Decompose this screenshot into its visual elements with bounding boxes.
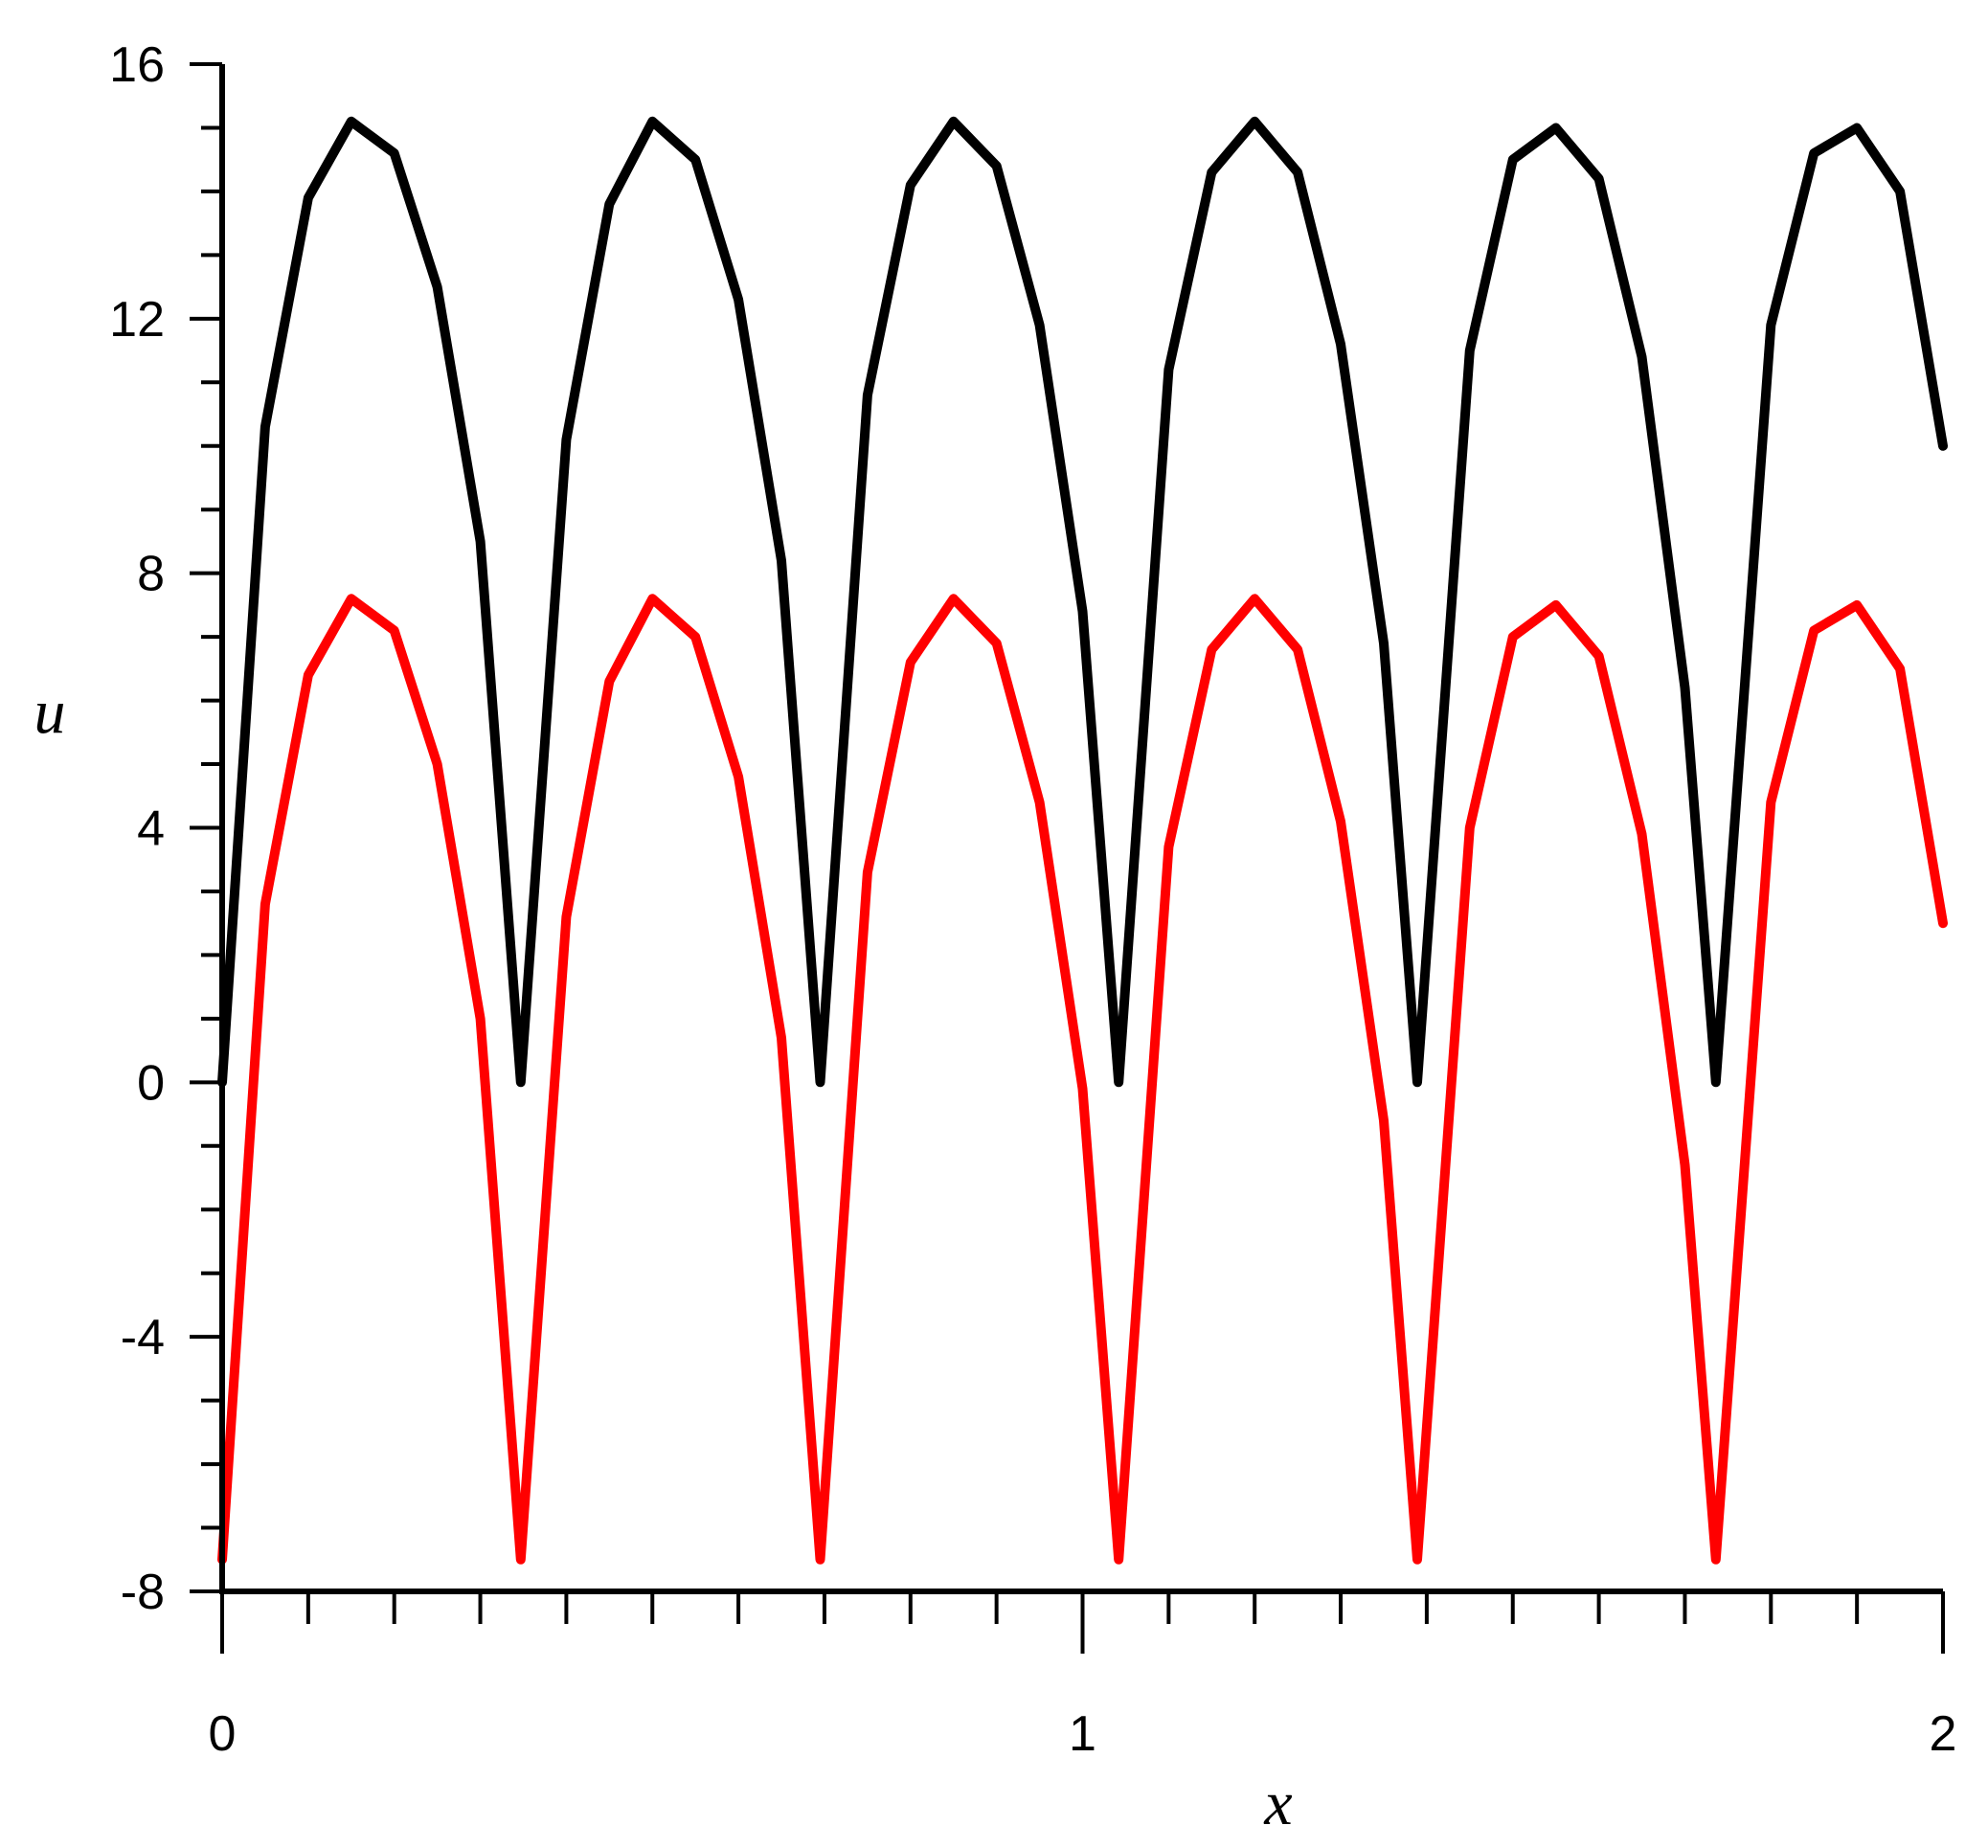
y-tick-label: 4 (137, 801, 165, 857)
y-tick-label: 16 (109, 37, 165, 93)
x-axis-title: x (1263, 1769, 1292, 1838)
x-tick-label: 1 (1069, 1706, 1096, 1762)
y-tick-label: -4 (121, 1310, 165, 1365)
x-tick-label: 0 (209, 1706, 237, 1762)
y-tick-label: 12 (109, 292, 165, 348)
series-line-1 (217, 116, 1948, 1088)
y-tick-label: 8 (137, 547, 165, 602)
series-layer (217, 116, 1948, 1565)
axes-layer (190, 62, 1945, 1654)
y-tick-label: -8 (121, 1565, 165, 1620)
y-tick-label: 0 (137, 1055, 165, 1111)
x-tick-label: 2 (1930, 1706, 1957, 1762)
y-axis-title: u (34, 677, 66, 747)
series-line-2 (217, 594, 1948, 1565)
